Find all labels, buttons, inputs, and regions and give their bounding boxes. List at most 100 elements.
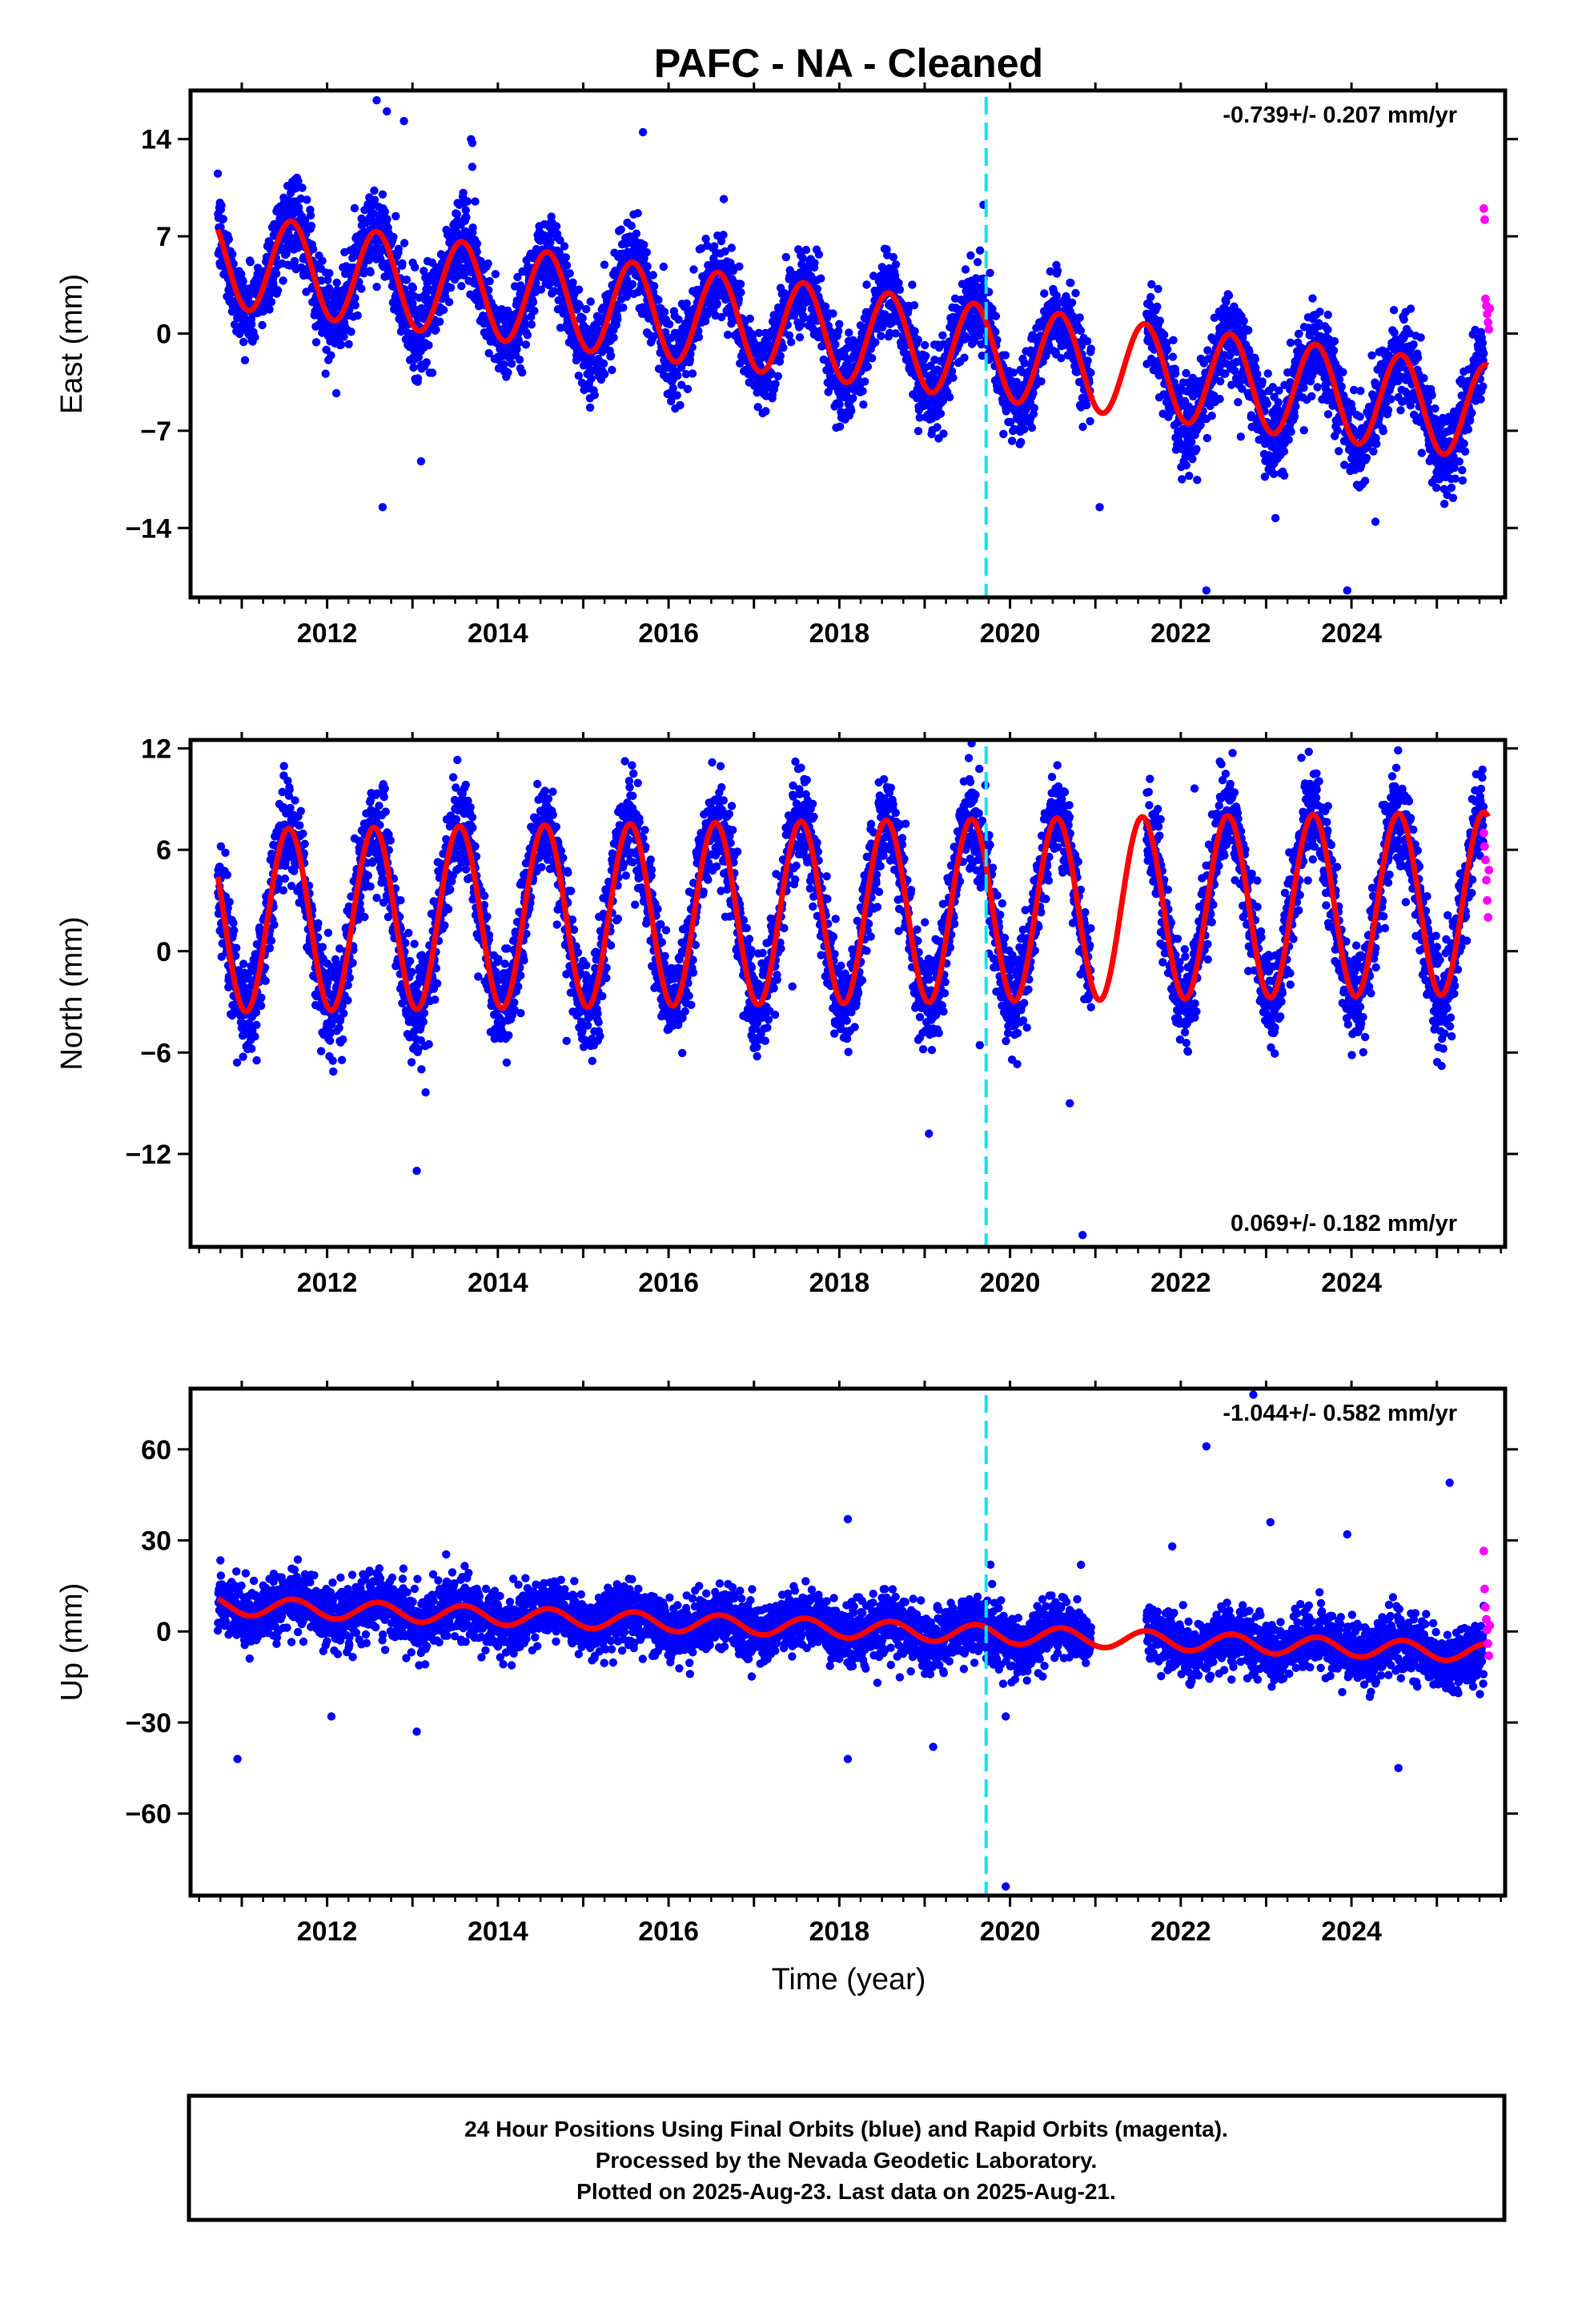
final-orbit-point xyxy=(939,429,948,438)
final-orbit-point xyxy=(938,331,947,340)
final-orbit-point xyxy=(411,263,420,271)
final-orbit-point xyxy=(913,336,922,344)
final-orbit-point xyxy=(357,284,366,293)
final-orbit-point xyxy=(694,332,704,342)
final-orbit-point xyxy=(674,315,683,324)
final-orbit-point xyxy=(298,183,307,192)
final-orbit-point xyxy=(654,296,663,304)
final-orbit-point xyxy=(279,276,287,285)
final-orbit-point xyxy=(380,207,389,216)
final-orbit-point xyxy=(960,353,969,362)
final-orbit-point xyxy=(240,356,250,364)
final-orbit-point xyxy=(565,269,574,278)
final-orbit-point xyxy=(628,279,637,289)
final-orbit-point xyxy=(339,332,348,341)
final-orbit-point xyxy=(1329,346,1339,355)
final-orbit-point xyxy=(228,250,237,259)
final-orbit-point xyxy=(835,320,844,328)
final-orbit-point xyxy=(1188,455,1197,464)
final-orbit-point xyxy=(1323,325,1332,334)
final-orbit-point xyxy=(353,311,362,320)
final-orbit-point xyxy=(640,240,648,249)
final-orbit-point xyxy=(973,258,982,267)
final-orbit-point xyxy=(1170,369,1180,378)
final-orbit-point xyxy=(585,403,595,412)
final-orbit-point xyxy=(468,139,477,147)
final-orbit-point xyxy=(239,337,248,347)
east-panel: 2012 2014 2016 2018 2020 2022 20241470−7−14Eas… xyxy=(55,82,1518,649)
final-orbit-point xyxy=(560,242,569,251)
final-orbit-point xyxy=(1387,395,1395,404)
final-orbit-point xyxy=(590,391,599,400)
final-orbit-point xyxy=(350,203,359,213)
final-orbit-point xyxy=(1406,304,1415,313)
final-orbit-point xyxy=(1178,475,1186,484)
final-orbit-point xyxy=(863,362,873,372)
final-orbit-point xyxy=(1432,483,1441,493)
final-orbit-point xyxy=(582,304,591,314)
final-orbit-point xyxy=(1409,340,1418,349)
final-orbit-point xyxy=(1239,316,1248,325)
final-orbit-point xyxy=(1419,374,1428,383)
final-orbit-point xyxy=(1185,472,1194,480)
final-orbit-point xyxy=(528,298,538,307)
final-orbit-point xyxy=(736,279,745,288)
final-orbit-point xyxy=(1154,284,1162,293)
final-orbit-point xyxy=(1286,338,1295,348)
final-orbit-point xyxy=(649,282,659,291)
final-orbit-point xyxy=(452,210,462,219)
final-orbit-point xyxy=(1203,433,1212,443)
final-orbit-point xyxy=(398,259,407,267)
final-orbit-point xyxy=(868,354,877,363)
final-orbit-point xyxy=(402,275,412,284)
final-orbit-point xyxy=(787,338,796,347)
final-orbit-point xyxy=(504,368,512,377)
final-orbit-point xyxy=(1083,356,1092,365)
final-orbit-point xyxy=(520,321,529,330)
final-orbit-point xyxy=(909,301,919,310)
final-orbit-point xyxy=(265,305,274,314)
final-orbit-point xyxy=(642,247,651,257)
final-orbit-point xyxy=(484,348,493,358)
final-orbit-point xyxy=(586,297,595,306)
final-orbit-point xyxy=(239,277,247,286)
final-orbit-point xyxy=(472,239,482,248)
final-orbit-point xyxy=(1355,412,1364,421)
final-orbit-point xyxy=(1299,384,1308,392)
final-orbit-point xyxy=(383,215,391,223)
final-orbit-point xyxy=(484,259,492,268)
final-orbit-point xyxy=(1030,404,1039,412)
final-orbit-point xyxy=(1389,306,1399,315)
final-orbit-point xyxy=(891,329,900,338)
final-orbit-point xyxy=(1253,369,1262,379)
final-orbit-point xyxy=(1263,400,1272,408)
final-orbit-point xyxy=(933,423,942,432)
final-orbit-point xyxy=(1193,476,1202,485)
final-orbit-point xyxy=(408,283,418,292)
final-orbit-point xyxy=(550,287,559,296)
final-orbit-point xyxy=(1251,355,1259,364)
final-orbit-point xyxy=(331,388,341,398)
final-orbit-point xyxy=(1066,279,1075,287)
final-orbit-point xyxy=(1372,440,1381,448)
final-orbit-point xyxy=(459,264,468,273)
final-orbit-point xyxy=(717,312,726,322)
final-orbit-point xyxy=(1416,333,1425,342)
final-orbit-point xyxy=(609,333,618,342)
final-orbit-point xyxy=(460,271,468,279)
final-orbit-point xyxy=(1371,517,1380,526)
final-orbit-point xyxy=(686,350,695,359)
final-orbit-point xyxy=(1271,513,1280,523)
final-orbit-point xyxy=(574,285,584,294)
final-orbit-point xyxy=(507,359,516,368)
final-orbit-point xyxy=(309,245,318,254)
final-orbit-point xyxy=(1417,448,1427,457)
final-orbit-point xyxy=(1216,376,1225,386)
final-orbit-point xyxy=(945,392,954,402)
final-orbit-point xyxy=(600,370,609,379)
final-orbit-point xyxy=(1067,298,1077,308)
final-orbit-point xyxy=(1339,368,1347,376)
final-orbit-point xyxy=(761,407,770,416)
final-orbit-point xyxy=(216,223,225,231)
final-orbit-point xyxy=(1020,424,1029,434)
